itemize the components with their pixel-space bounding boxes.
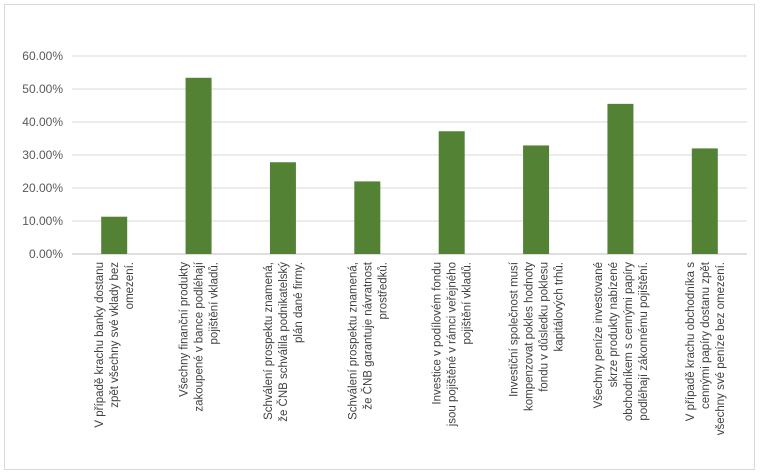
category-label-line: omezení. (124, 262, 136, 309)
category-label: Investice v podílovém fondu jsou pojištěn… (432, 262, 474, 427)
bar-chart: 0.00% 10.00% 20.00% 30.00% 40.00% 50.00% 60.00… (22, 49, 747, 435)
category-label-line: pojištění vkladů. (209, 262, 221, 344)
category-label-line: že ČNB garantuje návratnost (361, 261, 374, 409)
category-labels: V případě krachu banky dostanu zpět všech… (94, 261, 727, 435)
category-label-line: fondu v důsledku poklesu (539, 262, 551, 392)
bar (354, 181, 381, 254)
chart-frame: 0.00% 10.00% 20.00% 30.00% 40.00% 50.00% 60.00… (4, 4, 755, 470)
y-tick-label: 40.00% (22, 115, 63, 129)
category-label: Schválení prospektu znamená, že ČNB garan… (347, 261, 389, 420)
category-label: V případě krachu banky dostanu zpět všech… (94, 262, 136, 428)
category-label-line: plán dané firmy. (293, 262, 305, 343)
category-label-line: obchodníkem s cennými papíry (623, 262, 635, 421)
bar (101, 216, 128, 254)
category-label-line: zakoupené v bance podléhají (194, 261, 206, 411)
category-label-line: Všechny peníze investované (593, 262, 605, 408)
category-label-line: Investiční společnost musí (509, 261, 521, 397)
bars (101, 77, 718, 254)
gridlines (72, 55, 747, 255)
category-label-line: V případě krachu banky dostanu (94, 262, 106, 428)
bar (523, 145, 550, 254)
bar (185, 77, 212, 254)
category-label: Všechny peníze investované skrze produkty… (593, 262, 650, 421)
category-label-line: Všechny finanční produkty (179, 262, 191, 397)
category-label-line: cennými papíry dostanu zpět (700, 261, 712, 409)
category-label-line: Schválení prospektu znamená, (347, 262, 359, 420)
category-label-line: všechny své peníze bez omezení. (715, 262, 727, 435)
category-label-line: skrze produkty nabízené (608, 262, 620, 387)
y-axis-tick-labels: 0.00% 10.00% 20.00% 30.00% 40.00% 50.00% 60.00… (22, 49, 63, 261)
y-tick-label: 10.00% (22, 214, 63, 228)
bar (438, 131, 465, 254)
category-label-line: Investice v podílovém fondu (432, 262, 444, 405)
category-label-line: podléhají zákonnému pojištění. (638, 262, 650, 421)
y-tick-label: 20.00% (22, 181, 63, 195)
category-label-line: zpět všechny své vklady bez (109, 262, 121, 408)
category-label: Všechny finanční produkty zakoupené v ban… (179, 261, 221, 411)
category-label: Investiční společnost musí kompenzovat po… (509, 261, 566, 411)
category-label-line: kompenzovat pokles hodnoty (524, 262, 536, 411)
category-label: V případě krachu obchodníka s cennými pap… (685, 261, 727, 435)
y-tick-label: 60.00% (22, 49, 63, 63)
bar (691, 148, 718, 254)
category-label-line: pojištění vkladů. (462, 262, 474, 344)
bar (607, 103, 634, 254)
category-label-line: prostředků. (377, 262, 389, 320)
category-label-line: jsou pojištěné v rámci veřejného (447, 262, 459, 427)
category-label-line: V případě krachu obchodníka s (685, 262, 697, 421)
category-label: Schválení prospektu znamená, že ČNB schvá… (263, 262, 305, 422)
category-label-line: Schválení prospektu znamená, (263, 262, 275, 420)
y-tick-label: 0.00% (29, 247, 63, 261)
category-label-line: kapitálových trhů. (554, 262, 566, 352)
category-label-line: že ČNB schválila podnikatelský (277, 262, 290, 422)
y-tick-label: 50.00% (22, 82, 63, 96)
bar (269, 162, 296, 254)
y-tick-label: 30.00% (22, 148, 63, 162)
